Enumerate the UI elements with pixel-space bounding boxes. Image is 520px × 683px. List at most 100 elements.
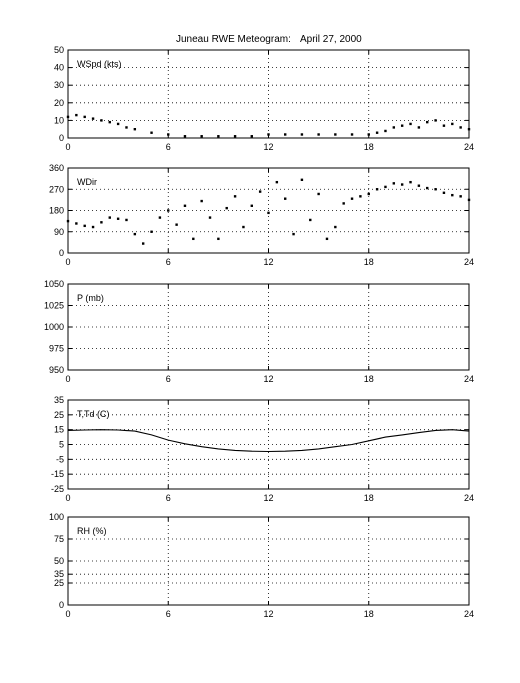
panel-label: T,Td (C) <box>77 409 110 419</box>
x-tick-label: 0 <box>65 374 70 384</box>
data-point <box>317 192 320 196</box>
y-tick-label: -15 <box>51 469 64 479</box>
x-tick-label: 24 <box>464 142 474 152</box>
data-point <box>434 188 437 191</box>
data-point <box>284 197 287 200</box>
y-tick-label: 5 <box>59 440 64 450</box>
y-tick-label: 15 <box>54 425 64 435</box>
x-tick-label: 0 <box>65 609 70 619</box>
panel-label: P (mb) <box>77 293 104 303</box>
data-point <box>459 195 462 198</box>
data-point <box>83 115 86 119</box>
data-point <box>133 128 137 131</box>
panel-label: WSpd (kts) <box>77 59 122 69</box>
data-point <box>75 222 78 225</box>
data-point <box>384 185 387 189</box>
data-point <box>400 124 404 127</box>
figure-title: Juneau RWE Meteogram: <box>176 34 291 45</box>
y-tick-label: 950 <box>49 365 64 375</box>
y-tick-label: 75 <box>54 534 64 544</box>
x-tick-label: 12 <box>263 493 273 503</box>
data-point <box>66 115 70 119</box>
data-point <box>116 217 120 220</box>
data-point <box>284 133 287 136</box>
y-tick-label: 270 <box>49 184 64 194</box>
data-point <box>183 135 187 138</box>
data-point <box>375 131 379 134</box>
x-tick-label: 12 <box>263 142 273 152</box>
data-point <box>350 197 354 200</box>
y-tick-label: 0 <box>59 600 64 610</box>
data-point <box>384 129 387 133</box>
y-tick-label: 0 <box>59 133 64 143</box>
y-tick-label: 25 <box>54 410 64 420</box>
x-tick-label: 18 <box>364 374 374 384</box>
data-point <box>409 122 412 126</box>
y-tick-label: 360 <box>49 163 64 173</box>
y-tick-label: 20 <box>54 98 64 108</box>
x-tick-label: 18 <box>364 493 374 503</box>
data-point <box>100 221 103 224</box>
x-tick-label: 12 <box>263 257 273 267</box>
y-tick-label: 50 <box>54 45 64 55</box>
data-point <box>300 178 304 182</box>
data-point <box>217 237 220 241</box>
y-tick-label: 100 <box>49 512 64 522</box>
x-tick-label: 24 <box>464 257 474 267</box>
y-tick-label: 1000 <box>44 322 64 332</box>
data-point <box>83 224 86 228</box>
data-point <box>467 198 471 202</box>
data-point <box>125 218 128 222</box>
data-point <box>125 126 128 129</box>
data-point <box>334 133 337 136</box>
x-tick-label: 18 <box>364 142 374 152</box>
x-tick-label: 24 <box>464 609 474 619</box>
data-point <box>267 211 270 215</box>
y-tick-label: 1025 <box>44 301 64 311</box>
y-tick-label: 180 <box>49 206 64 216</box>
panel-3: 0 6 12 18 24 950 975 1000 1025 1050 P (mb) <box>44 279 474 384</box>
data-point <box>300 133 304 136</box>
data-point <box>208 216 212 219</box>
data-point <box>392 126 396 129</box>
data-point <box>192 237 195 241</box>
data-point <box>91 117 95 120</box>
panel-1: 0 6 12 18 24 0 10 20 30 40 50 WSpd (kts) <box>54 45 474 152</box>
x-tick-label: 0 <box>65 257 70 267</box>
panel-2: 0 6 12 18 24 0 90 180 270 360 WDir <box>49 163 474 267</box>
y-tick-label: -5 <box>56 454 64 464</box>
panel-label: RH (%) <box>77 526 107 536</box>
data-point <box>275 180 279 184</box>
x-tick-label: 24 <box>464 374 474 384</box>
data-point <box>183 204 187 207</box>
y-tick-label: 25 <box>54 578 64 588</box>
data-point <box>233 195 237 198</box>
x-tick-label: 0 <box>65 142 70 152</box>
data-point <box>375 188 379 191</box>
y-tick-label: 975 <box>49 344 64 354</box>
x-tick-label: 12 <box>263 374 273 384</box>
data-point <box>334 225 337 229</box>
data-point <box>150 230 153 233</box>
data-point <box>367 192 370 196</box>
data-point <box>459 126 462 129</box>
figure-date: April 27, 2000 <box>300 34 362 45</box>
panel-label: WDir <box>77 177 97 187</box>
x-tick-label: 6 <box>166 142 171 152</box>
y-tick-label: 1050 <box>44 279 64 289</box>
data-point <box>175 223 178 226</box>
data-point <box>225 206 228 210</box>
x-tick-label: 12 <box>263 609 273 619</box>
data-point <box>250 204 253 207</box>
y-tick-label: 35 <box>54 569 64 579</box>
data-point <box>141 242 145 245</box>
x-tick-label: 6 <box>166 493 171 503</box>
y-tick-label: -25 <box>51 484 64 494</box>
x-tick-label: 18 <box>364 609 374 619</box>
data-point <box>167 209 170 212</box>
data-point <box>409 180 412 184</box>
data-point <box>325 237 329 241</box>
x-tick-label: 6 <box>166 374 171 384</box>
data-point <box>66 219 70 223</box>
